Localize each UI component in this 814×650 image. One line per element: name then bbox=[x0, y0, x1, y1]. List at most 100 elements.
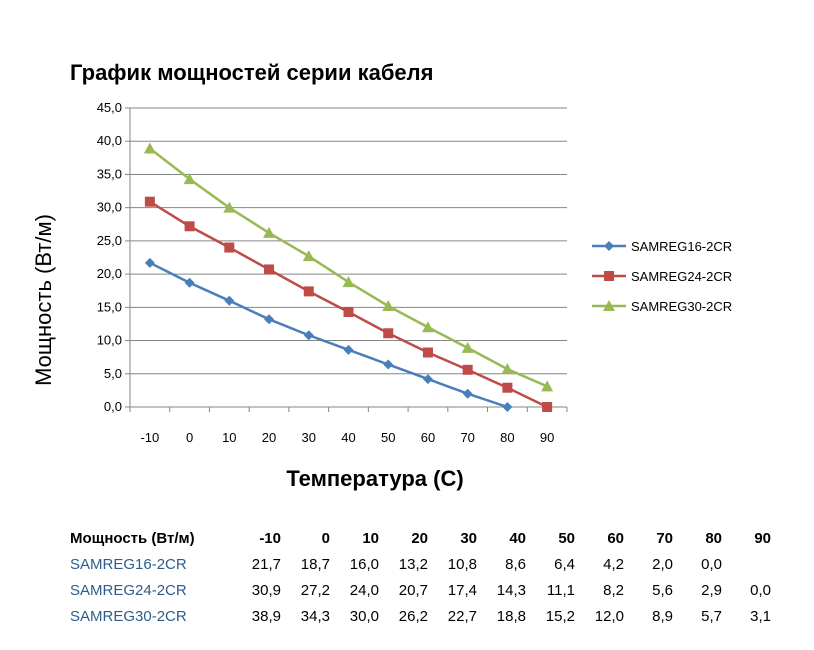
table-column-header: 30 bbox=[460, 529, 477, 547]
y-tick-label: 45,0 bbox=[97, 100, 122, 115]
table-cell bbox=[722, 551, 771, 577]
table-column-header: 40 bbox=[509, 529, 526, 547]
data-point bbox=[542, 402, 553, 412]
data-point bbox=[343, 344, 354, 355]
legend-marker bbox=[603, 300, 615, 311]
series-samreg30-2cr bbox=[143, 142, 554, 392]
data-point bbox=[302, 250, 315, 262]
legend: SAMREG16-2CR SAMREG24-2CR SAMREG30-2CR bbox=[592, 239, 732, 314]
series-line bbox=[149, 200, 548, 409]
table-row-label: SAMREG24-2CR bbox=[70, 581, 187, 599]
table-cell: 8,6 bbox=[505, 555, 526, 573]
y-tick-label: 40,0 bbox=[97, 133, 122, 148]
table-cell: 22,7 bbox=[447, 607, 477, 625]
y-axis-title: Мощность (Вт/м) bbox=[31, 214, 56, 386]
table-column-header: 80 bbox=[705, 529, 722, 547]
data-point bbox=[383, 328, 394, 339]
table-cell: 26,2 bbox=[398, 607, 428, 625]
table-header-row: Мощность (Вт/м) -10 0 10 20 30 40 50 60 70 80 90 bbox=[70, 525, 771, 551]
data-point bbox=[342, 276, 355, 288]
data-point bbox=[541, 380, 554, 392]
series-samreg24-2cr bbox=[144, 196, 553, 412]
data-point bbox=[264, 314, 275, 325]
table-cell: 16,0 bbox=[349, 555, 379, 573]
data-point bbox=[462, 364, 473, 375]
table-column-header: 90 bbox=[754, 529, 771, 547]
x-tick-label: 0 bbox=[186, 430, 193, 445]
table-row: SAMREG24-2CR 30,9 27,2 24,0 20,7 17,4 14,3 11,1… bbox=[70, 577, 771, 603]
y-tick-label: 5,0 bbox=[104, 366, 122, 381]
table-cell: 8,9 bbox=[652, 607, 673, 625]
table-row-label: SAMREG30-2CR bbox=[70, 607, 187, 625]
x-tick-label: 20 bbox=[262, 430, 276, 445]
table-cell: 27,2 bbox=[300, 581, 330, 599]
data-point bbox=[184, 277, 195, 288]
data-point bbox=[144, 196, 155, 207]
table-cell: 17,4 bbox=[447, 581, 477, 599]
data-point bbox=[264, 264, 275, 275]
table-cell: 21,7 bbox=[251, 555, 281, 573]
data-point bbox=[184, 221, 195, 232]
table-cell: 30,9 bbox=[251, 581, 281, 599]
table-column-header: 20 bbox=[411, 529, 428, 547]
table-cell: 12,0 bbox=[594, 607, 624, 625]
x-tick-labels: -10 0 10 20 30 40 50 60 70 80 90 bbox=[140, 430, 554, 445]
data-point bbox=[383, 359, 394, 370]
table-header-label: Мощность (Вт/м) bbox=[70, 529, 195, 547]
x-tick-label: 60 bbox=[421, 430, 435, 445]
y-tick-label: 20,0 bbox=[97, 266, 122, 281]
table-cell: 13,2 bbox=[398, 555, 428, 573]
y-tick-label: 30,0 bbox=[97, 200, 122, 215]
table-cell: 5,7 bbox=[701, 607, 722, 625]
data-point bbox=[461, 341, 474, 353]
table-column-header: 60 bbox=[607, 529, 624, 547]
table-cell: 18,7 bbox=[300, 555, 330, 573]
table-cell: 30,0 bbox=[349, 607, 379, 625]
data-point bbox=[421, 321, 434, 333]
table-cell: 38,9 bbox=[251, 607, 281, 625]
table-cell: 2,0 bbox=[652, 555, 673, 573]
table-cell: 0,0 bbox=[701, 555, 722, 573]
legend-item: SAMREG24-2CR bbox=[592, 269, 732, 284]
table-cell: 24,0 bbox=[349, 581, 379, 599]
y-tick-label: 15,0 bbox=[97, 299, 122, 314]
x-tick-label: 90 bbox=[540, 430, 554, 445]
y-tick-label: 35,0 bbox=[97, 166, 122, 181]
series-line bbox=[149, 261, 508, 409]
data-point bbox=[224, 295, 235, 306]
table-cell: 11,1 bbox=[546, 581, 575, 599]
table-cell: 15,2 bbox=[545, 607, 575, 625]
table-cell: 18,8 bbox=[496, 607, 526, 625]
legend-marker bbox=[604, 241, 614, 251]
table-cell: 5,6 bbox=[652, 581, 673, 599]
x-tick-label: 30 bbox=[302, 430, 316, 445]
table-column-header: 0 bbox=[321, 529, 330, 547]
series-samreg16-2cr bbox=[144, 257, 513, 412]
table-cell: 20,7 bbox=[398, 581, 428, 599]
x-tick-label: -10 bbox=[140, 430, 159, 445]
x-axis-title: Температура (С) bbox=[286, 466, 463, 491]
data-point bbox=[422, 347, 433, 358]
data-point bbox=[343, 306, 354, 317]
table-cell: 3,1 bbox=[750, 607, 771, 625]
data-point bbox=[303, 286, 314, 297]
chart-title: График мощностей серии кабеля bbox=[70, 60, 433, 85]
table-cell: 34,3 bbox=[300, 607, 330, 625]
y-tick-label: 25,0 bbox=[97, 233, 122, 248]
table-column-header: 70 bbox=[656, 529, 673, 547]
data-point bbox=[462, 388, 473, 399]
x-tick-label: 40 bbox=[341, 430, 355, 445]
table-row: SAMREG16-2CR 21,7 18,7 16,0 13,2 10,8 8,6 6,4 4,… bbox=[70, 551, 771, 577]
table-cell: 6,4 bbox=[554, 555, 575, 573]
legend-label: SAMREG16-2CR bbox=[631, 239, 732, 254]
table-cell: 0,0 bbox=[750, 581, 771, 599]
data-point bbox=[224, 242, 235, 253]
legend-item: SAMREG30-2CR bbox=[592, 299, 732, 314]
y-tick-label: 10,0 bbox=[97, 333, 122, 348]
gridlines bbox=[130, 107, 567, 375]
legend-label: SAMREG30-2CR bbox=[631, 299, 732, 314]
data-point bbox=[183, 173, 196, 185]
data-point bbox=[143, 142, 156, 154]
table-row: SAMREG30-2CR 38,9 34,3 30,0 26,2 22,7 18,8 15,2… bbox=[70, 603, 771, 629]
data-point bbox=[502, 382, 513, 393]
